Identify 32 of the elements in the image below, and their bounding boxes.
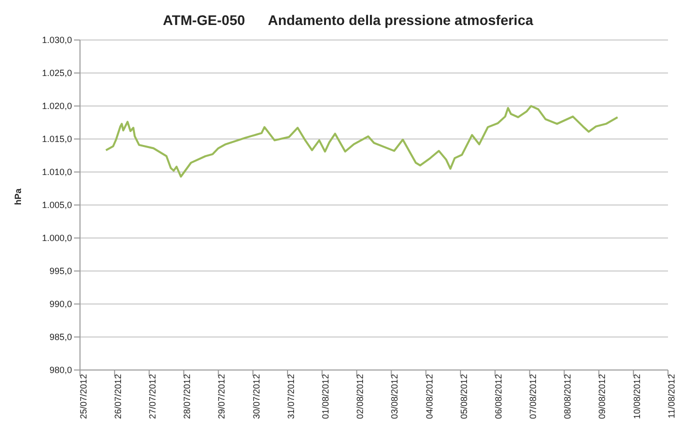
- y-tick-label: 1.010,0: [42, 167, 72, 178]
- x-tick-label: 09/08/2012: [597, 374, 608, 420]
- x-tick-label: 30/07/2012: [251, 374, 262, 420]
- x-tick-label: 04/08/2012: [424, 374, 434, 420]
- x-tick-label: 29/07/2012: [216, 374, 227, 420]
- y-tick-label: 995,0: [49, 266, 72, 276]
- y-tick-label: 1.000,0: [42, 233, 72, 244]
- y-tick-label: 985,0: [49, 332, 72, 342]
- chart-title: ATM-GE-050 Andamento della pressione atmosferica: [162, 11, 534, 30]
- y-tick-label: 1.015,0: [42, 134, 72, 144]
- y-axis-title: hPa: [13, 188, 24, 205]
- y-tick-label: 1.025,0: [42, 68, 72, 78]
- y-tick-label: 1.020,0: [42, 101, 72, 112]
- x-tick-label: 08/08/2012: [562, 374, 573, 420]
- y-tick-label: 990,0: [49, 299, 72, 310]
- line-series: [104, 105, 619, 178]
- x-tick-label: 02/08/2012: [355, 374, 366, 420]
- x-tick-label: 27/07/2012: [148, 374, 158, 420]
- x-tick-label: 28/07/2012: [182, 374, 192, 420]
- x-tick-label: 06/08/2012: [493, 374, 504, 420]
- x-tick-label: 26/07/2012: [112, 374, 123, 420]
- y-tick-label: 980,0: [49, 365, 72, 376]
- y-tick-label: 1.005,0: [42, 200, 72, 210]
- y-tick-label: 1.030,0: [42, 35, 72, 46]
- x-tick-label: 11/08/2012: [666, 374, 676, 418]
- x-tick-label: 05/08/2012: [458, 374, 469, 420]
- x-tick-label: 01/08/2012: [320, 374, 331, 420]
- x-tick-label: 07/08/2012: [528, 374, 538, 420]
- x-tick-label: 31/07/2012: [286, 374, 296, 420]
- x-tick-label: 25/07/2012: [78, 374, 88, 420]
- x-tick-label: 03/08/2012: [390, 374, 400, 420]
- x-tick-label: 10/08/2012: [632, 374, 642, 420]
